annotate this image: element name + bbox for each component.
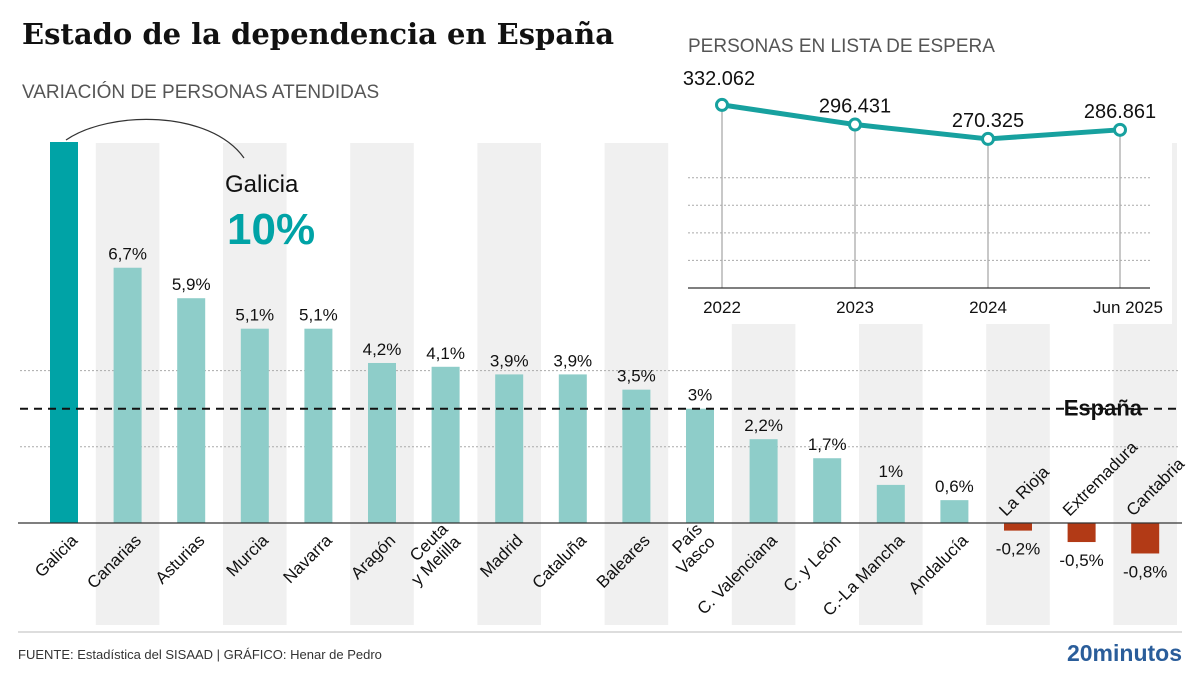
logo-20minutos: 20minutos xyxy=(1067,640,1182,666)
inset-data-label: 270.325 xyxy=(952,110,1024,132)
bar-murcia xyxy=(240,328,269,523)
bar-c.-y-león xyxy=(813,458,842,523)
bar-extremadura xyxy=(1067,523,1096,543)
category-label: PaísVasco xyxy=(660,520,719,579)
data-label: -0,5% xyxy=(1059,551,1103,570)
bar-cataluña xyxy=(558,374,587,523)
annotation-label: Galicia xyxy=(225,171,299,198)
data-label: -0,8% xyxy=(1123,562,1167,581)
inset-data-label: 286.861 xyxy=(1084,101,1156,123)
data-label: 4,2% xyxy=(363,340,402,359)
data-label: 6,7% xyxy=(108,245,147,264)
footer-source: FUENTE: Estadística del SISAAD | GRÁFICO… xyxy=(18,647,382,662)
bar-asturias xyxy=(177,298,206,523)
bar-ceuta-y-melilla xyxy=(431,366,460,523)
bar-baleares xyxy=(622,389,651,523)
chart-title: Estado de la dependencia en España xyxy=(22,17,614,51)
inset-point xyxy=(715,97,729,112)
annotation-connector xyxy=(65,118,245,159)
bar-galicia xyxy=(50,142,78,523)
column-stripe xyxy=(604,143,669,625)
data-label: 2,2% xyxy=(744,416,783,435)
data-label: 1% xyxy=(879,462,904,481)
inset-panel xyxy=(680,28,1172,324)
espana-label: España xyxy=(1064,396,1143,421)
data-label: 5,1% xyxy=(299,306,338,325)
inset-x-tick: 2022 xyxy=(703,298,741,317)
inset-series-line xyxy=(721,102,1121,142)
bar-navarra xyxy=(304,328,333,523)
annotation-value: 10% xyxy=(227,205,315,254)
data-label: 5,9% xyxy=(172,275,211,294)
bar-c.-la-mancha xyxy=(876,484,905,523)
data-label: 3,9% xyxy=(553,351,592,370)
data-label: 4,1% xyxy=(426,344,465,363)
data-label: 0,6% xyxy=(935,477,974,496)
inset-data-label: 296.431 xyxy=(819,96,891,118)
inset-point xyxy=(1113,122,1127,137)
data-label: -0,2% xyxy=(996,540,1040,559)
bar-canarias xyxy=(113,267,142,523)
category-label: Galicia xyxy=(31,530,82,581)
inset-point xyxy=(981,131,995,146)
category-label: Navarra xyxy=(280,530,337,587)
bar-andalucía xyxy=(940,500,969,523)
bar-c.-valenciana xyxy=(749,439,778,523)
inset-point xyxy=(848,117,862,132)
inset-data-label: 332.062 xyxy=(683,68,755,90)
bar-madrid xyxy=(495,374,524,523)
data-label: 3% xyxy=(688,386,713,405)
inset-x-tick: Jun 2025 xyxy=(1093,298,1163,317)
bar-aragón xyxy=(368,362,396,523)
data-label: 3,5% xyxy=(617,367,656,386)
inset-x-tick: 2024 xyxy=(969,298,1007,317)
inset-title: PERSONAS EN LISTA DE ESPERA xyxy=(688,36,995,57)
category-label: Asturias xyxy=(152,531,209,588)
bar-cantabria xyxy=(1131,523,1160,554)
data-label: 1,7% xyxy=(808,435,847,454)
bar-país-vasco xyxy=(686,408,714,523)
inset-x-tick: 2023 xyxy=(836,298,874,317)
data-label: 3,9% xyxy=(490,351,529,370)
bar-la-rioja xyxy=(1004,523,1032,531)
bar-chart-subtitle: VARIACIÓN DE PERSONAS ATENDIDAS xyxy=(22,81,379,103)
data-label: 5,1% xyxy=(235,306,274,325)
